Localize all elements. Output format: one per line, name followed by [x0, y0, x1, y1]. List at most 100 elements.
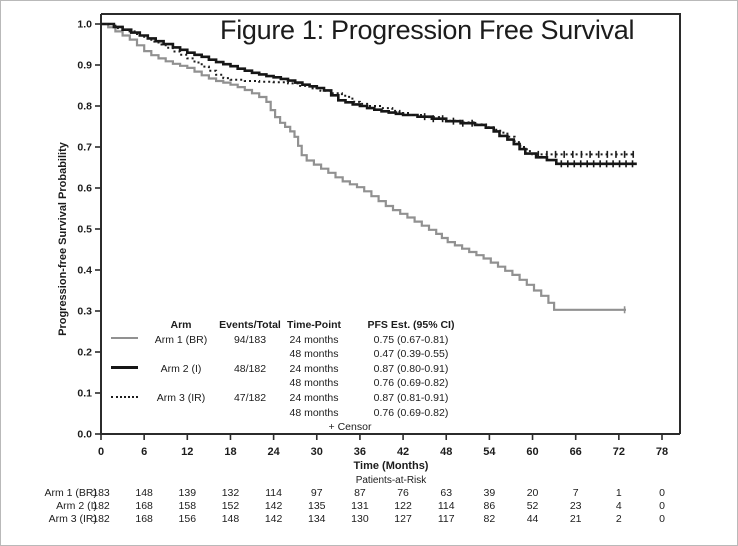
risk-count: 168	[135, 513, 153, 525]
legend-arm-label	[143, 376, 219, 391]
legend-swatch-empty	[105, 347, 143, 362]
risk-count: 114	[265, 487, 282, 499]
risk-count: 135	[308, 500, 326, 512]
risk-count: 131	[351, 500, 369, 512]
y-tick-label: 0.2	[77, 347, 92, 359]
x-tick-label: 30	[311, 446, 323, 458]
risk-count: 76	[397, 487, 409, 499]
patients-at-risk-heading: Patients-at-Risk	[1, 475, 737, 486]
legend-events-total	[219, 406, 281, 421]
risk-count: 4	[615, 500, 622, 512]
y-tick-label: 0.6	[77, 183, 92, 195]
legend-header-arm: Arm	[170, 319, 192, 331]
y-tick-label: 0.5	[77, 224, 92, 236]
risk-count: 21	[569, 513, 582, 525]
legend-swatch-empty	[105, 406, 143, 421]
risk-count: 0	[659, 500, 665, 512]
y-tick-label: 0.7	[77, 142, 92, 154]
censor-note: + Censor	[328, 421, 372, 434]
risk-count: 39	[483, 487, 496, 499]
x-tick-label: 66	[570, 446, 582, 458]
x-tick-label: 24	[267, 446, 280, 458]
legend-header-pfs-estimate: PFS Est. (95% CI)	[367, 319, 455, 331]
x-tick-label: 60	[526, 446, 538, 458]
risk-count: 152	[221, 500, 240, 512]
legend-events-total: 94/183	[233, 333, 267, 346]
risk-count: 132	[221, 487, 240, 499]
legend-line-swatch-black-dotted	[110, 395, 138, 398]
risk-count: 20	[526, 487, 539, 499]
y-tick-label: 0.9	[77, 60, 92, 72]
x-tick-label: 6	[141, 446, 147, 458]
risk-count: 134	[308, 513, 326, 525]
risk-count: 148	[221, 513, 240, 525]
legend-censor-spacer-3	[219, 420, 281, 435]
legend-pfs-estimate: 0.47 (0.39-0.55)	[373, 348, 449, 361]
legend-pfs-estimate: 0.76 (0.69-0.82)	[373, 377, 449, 390]
x-axis-title-text: Time (Months)	[353, 460, 429, 472]
legend-arm-label	[143, 406, 219, 421]
risk-count: 23	[569, 500, 582, 512]
legend-header-time-point: Time-Point	[286, 319, 342, 331]
risk-count: 168	[135, 500, 153, 512]
y-tick-label: 0.8	[77, 101, 92, 113]
risk-count: 0	[659, 487, 665, 499]
km-curve-arm-1-br	[101, 22, 626, 311]
y-tick-label: 0.1	[77, 388, 92, 400]
patients-at-risk-text: Patients-at-Risk	[355, 475, 427, 486]
risk-count: 86	[483, 500, 496, 512]
legend-swatch	[105, 391, 143, 406]
legend-swatch	[105, 333, 143, 348]
legend-censor-spacer-1	[105, 420, 143, 435]
risk-count: 142	[264, 513, 283, 525]
legend-swatch-empty	[105, 376, 143, 391]
legend-events-total: 48/182	[233, 362, 267, 375]
y-tick-label: 1.0	[77, 19, 92, 31]
y-tick-label: 0.3	[77, 306, 92, 318]
risk-count: 117	[437, 513, 455, 525]
y-axis-title: Progression-free Survival Probability	[57, 142, 69, 336]
legend-swatch	[105, 362, 143, 377]
legend-events-total	[219, 347, 281, 362]
risk-count: 87	[354, 487, 366, 499]
x-tick-label: 36	[354, 446, 366, 458]
figure-title: Figure 1: Progression Free Survival	[220, 15, 635, 45]
x-tick-label: 12	[181, 446, 193, 458]
legend-arm-label	[143, 347, 219, 362]
x-tick-label: 54	[483, 446, 496, 458]
legend-arm-label: Arm 1 (BR)	[154, 333, 208, 346]
risk-count: 139	[178, 487, 197, 499]
legend-line-swatch-gray-solid	[110, 337, 138, 340]
risk-count: 122	[394, 500, 412, 512]
legend-pfs-estimate: 0.76 (0.69-0.82)	[373, 406, 449, 419]
risk-count: 130	[351, 513, 369, 525]
risk-count: 97	[310, 487, 323, 499]
risk-count: 2	[615, 513, 622, 525]
legend-time-point: 48 months	[289, 348, 339, 361]
risk-count: 182	[92, 500, 110, 512]
x-tick-label: 48	[440, 446, 452, 458]
x-tick-label: 42	[397, 446, 409, 458]
x-tick-label: 0	[98, 446, 104, 458]
legend-pfs-estimate: 0.87 (0.81-0.91)	[373, 391, 449, 404]
km-curve-arm-3-ir	[101, 23, 634, 156]
risk-row-label: Arm 2 (I)	[56, 500, 97, 512]
legend-time-point: 48 months	[289, 406, 339, 419]
legend-time-point: 24 months	[289, 362, 339, 375]
x-axis-title: Time (Months)	[1, 460, 737, 472]
risk-row-label: Arm 3 (IR)	[48, 513, 97, 525]
risk-count: 0	[659, 513, 665, 525]
legend-censor-spacer-2	[143, 420, 219, 435]
risk-count: 158	[178, 500, 197, 512]
risk-count: 52	[526, 500, 539, 512]
risk-count: 1	[615, 487, 622, 499]
x-tick-label: 78	[656, 446, 668, 458]
legend-pfs-estimate: 0.75 (0.67-0.81)	[373, 333, 449, 346]
legend-arm-label: Arm 2 (I)	[160, 362, 202, 375]
risk-count: 183	[92, 487, 110, 499]
y-tick-label: 0.0	[77, 429, 92, 441]
km-curve-arm-2-i	[101, 22, 637, 166]
legend-table: Arm Events/Total Time-Point PFS Est. (95…	[105, 318, 475, 435]
